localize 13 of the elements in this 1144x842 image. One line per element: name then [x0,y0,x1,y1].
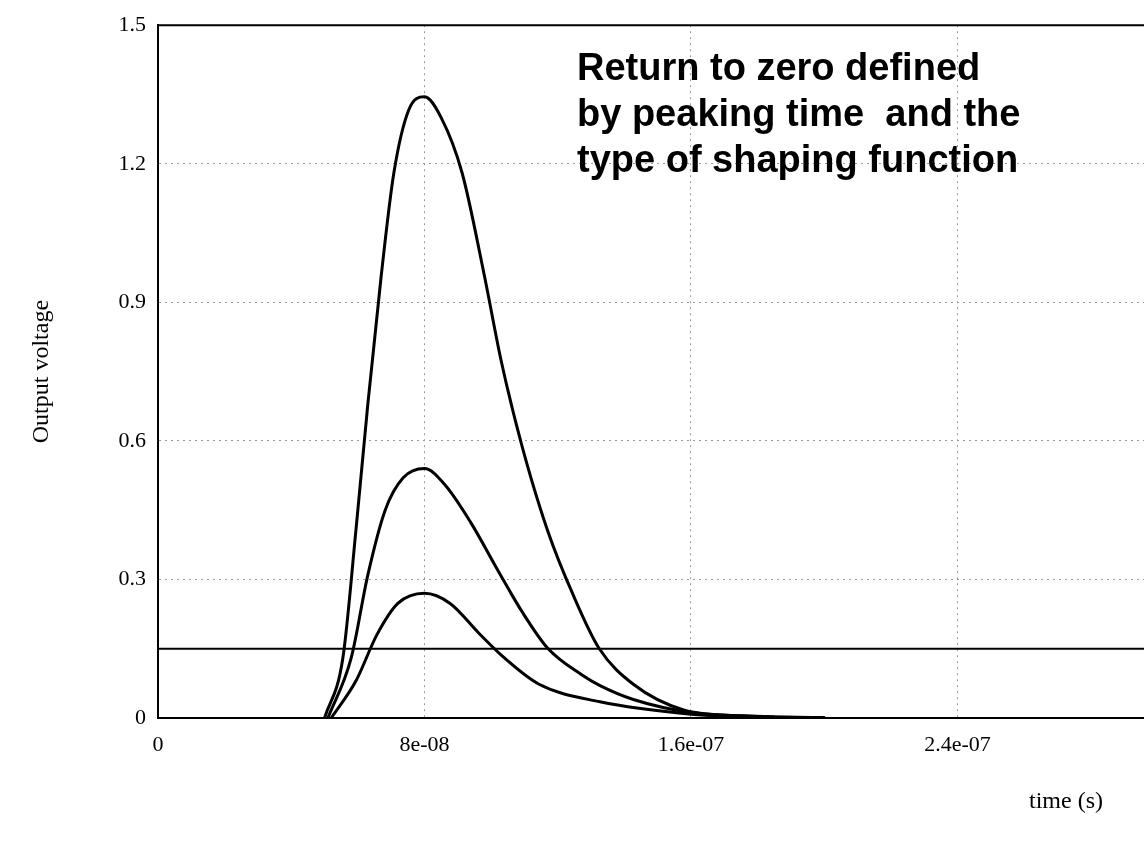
y-tick-label: 0.6 [118,426,146,452]
y-tick-label: 1.2 [118,149,146,175]
x-axis-title: time (s) [1029,787,1103,813]
x-tick-label: 2.4e-07 [924,730,991,756]
y-tick-label: 0.9 [118,288,146,314]
y-tick-label: 1.5 [118,10,146,36]
x-tick-label: 0 [152,730,164,756]
x-tick-label: 1.6e-07 [657,730,725,756]
y-tick-label: 0 [135,703,146,729]
x-tick-label: 8e-08 [399,730,450,756]
y-axis-title: Output voltage [27,299,54,444]
annotation: Return to zero defined by peaking time and the type of shaping function [577,46,1021,180]
y-tick-label: 0.3 [118,565,146,591]
